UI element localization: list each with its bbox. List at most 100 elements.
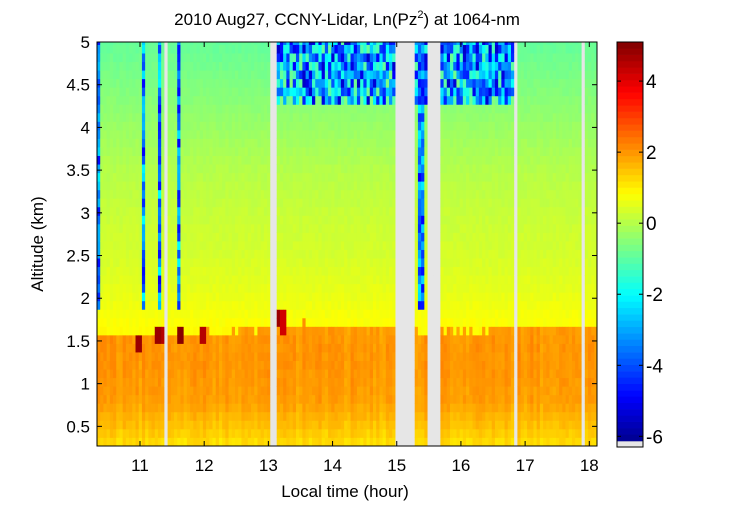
heatmap-cell: [289, 266, 294, 276]
heatmap-cell: [392, 275, 396, 285]
heatmap-cell: [180, 95, 185, 105]
heatmap-cell: [295, 360, 300, 370]
heatmap-cell: [299, 241, 303, 250]
heatmap-cell: [356, 266, 361, 276]
heatmap-cell: [340, 420, 345, 430]
heatmap-cell: [193, 275, 197, 285]
heatmap-cell: [157, 292, 162, 302]
heatmap-cell: [276, 411, 281, 421]
heatmap-cell: [260, 164, 265, 174]
heatmap-cell: [389, 428, 393, 438]
heatmap-cell: [360, 241, 364, 250]
heatmap-cell: [154, 112, 159, 122]
heatmap-cell: [183, 386, 188, 396]
heatmap-cell: [389, 147, 393, 156]
heatmap-cell: [247, 42, 252, 45]
heatmap-cell: [321, 95, 326, 105]
heatmap-cell: [389, 189, 393, 199]
heatmap-cell: [369, 369, 374, 379]
heatmap-cell: [141, 300, 146, 310]
heatmap-cell: [363, 283, 367, 293]
heatmap-cell: [238, 155, 242, 165]
heatmap-cell: [180, 428, 185, 438]
heatmap-cell: [254, 403, 258, 413]
heatmap-cell: [113, 112, 117, 122]
heatmap-cell: [353, 403, 358, 413]
no-data-cell: [164, 138, 169, 148]
heatmap-cell: [260, 198, 265, 208]
heatmap-cell: [254, 95, 258, 105]
heatmap-cell: [170, 78, 175, 88]
heatmap-cell: [247, 317, 252, 327]
heatmap-cell: [350, 386, 355, 396]
heatmap-cell: [356, 360, 361, 370]
heatmap-cell: [360, 292, 364, 302]
heatmap-cell: [113, 95, 117, 105]
no-data-cell: [427, 215, 432, 225]
heatmap-cell: [299, 403, 303, 413]
heatmap-cell: [167, 317, 172, 327]
heatmap-cell: [334, 172, 339, 182]
heatmap-cell: [225, 112, 229, 122]
heatmap-cell: [228, 411, 233, 421]
heatmap-cell: [174, 258, 178, 268]
heatmap-cell: [321, 360, 326, 370]
heatmap-cell: [145, 394, 149, 404]
heatmap-cell: [238, 112, 242, 122]
heatmap-cell: [312, 206, 316, 216]
heatmap-cell: [279, 232, 284, 242]
heatmap-cell: [174, 164, 178, 174]
heatmap-cell: [135, 275, 140, 285]
heatmap-cell: [186, 164, 191, 174]
heatmap-cell: [151, 53, 156, 63]
heatmap-cell: [157, 437, 162, 447]
heatmap-cell: [177, 266, 181, 276]
heatmap-cell: [228, 78, 233, 88]
heatmap-cell: [228, 241, 233, 250]
heatmap-cell: [350, 53, 355, 63]
heatmap-cell: [324, 112, 329, 122]
heatmap-cell: [97, 386, 101, 396]
heatmap-cell: [257, 223, 262, 233]
heatmap-cell: [222, 309, 226, 319]
heatmap-cell: [392, 44, 396, 54]
heatmap-cell: [251, 326, 255, 336]
heatmap-cell: [276, 138, 281, 148]
heatmap-cell: [379, 394, 384, 404]
heatmap-cell: [279, 95, 284, 105]
heatmap-cell: [215, 53, 220, 63]
heatmap-cell: [170, 189, 175, 199]
heatmap-cell: [260, 95, 265, 105]
heatmap-cell: [369, 275, 374, 285]
heatmap-cell: [161, 138, 165, 148]
heatmap-cell: [353, 70, 358, 80]
heatmap-cell: [344, 420, 348, 430]
heatmap-cell: [138, 275, 143, 285]
heatmap-cell: [254, 369, 258, 379]
heatmap-cell: [295, 87, 300, 97]
heatmap-cell: [321, 394, 326, 404]
heatmap-cell: [376, 377, 380, 387]
heatmap-cell: [334, 70, 339, 80]
heatmap-cell: [379, 70, 384, 80]
heatmap-cell: [212, 394, 217, 404]
heatmap-cell: [340, 181, 345, 191]
no-data-cell: [405, 206, 409, 216]
heatmap-cell: [331, 437, 335, 447]
heatmap-cell: [190, 181, 194, 191]
heatmap-cell: [180, 189, 185, 199]
heatmap-cell: [257, 129, 262, 139]
heatmap-cell: [186, 241, 191, 250]
heatmap-cell: [286, 292, 290, 302]
heatmap-cell: [218, 181, 223, 191]
no-data-cell: [398, 275, 403, 285]
heatmap-cell: [244, 420, 249, 430]
heatmap-cell: [247, 394, 252, 404]
heatmap-cell: [234, 343, 239, 353]
heatmap-cell: [222, 147, 226, 156]
heatmap-cell: [328, 223, 332, 233]
heatmap-cell: [148, 95, 152, 105]
heatmap-cell: [167, 198, 172, 208]
heatmap-cell: [283, 343, 287, 353]
heatmap-cell: [215, 292, 220, 302]
